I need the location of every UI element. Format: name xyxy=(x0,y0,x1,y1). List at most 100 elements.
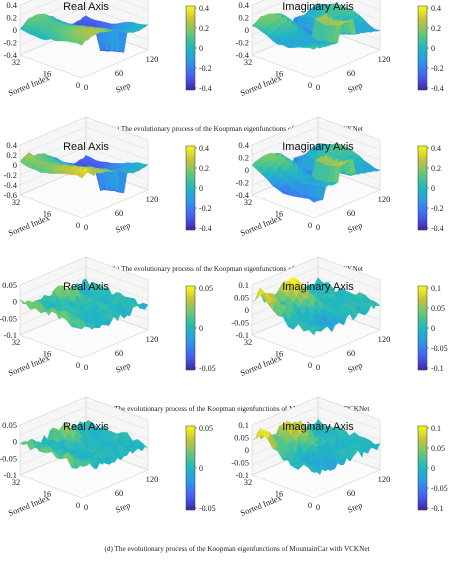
x-tick-label: 120 xyxy=(146,474,159,484)
grid-line xyxy=(19,406,87,436)
z-tick-label: 0.2 xyxy=(238,153,249,163)
z-tick-label: 0.1 xyxy=(238,420,249,430)
colorbar xyxy=(417,5,428,91)
y-tick-label: 0 xyxy=(308,360,312,370)
z-tick-label: 0.1 xyxy=(238,280,249,290)
colorbar-tick-label: 0.2 xyxy=(199,24,209,33)
z-tick-label: 0.4 xyxy=(6,140,17,150)
x-tick-label: 60 xyxy=(115,488,124,498)
plot-title: Real Axis xyxy=(63,421,109,433)
x-tick-label: 0 xyxy=(316,362,320,372)
surface-plot xyxy=(19,0,197,91)
grid-line xyxy=(317,416,381,441)
grid-line xyxy=(19,266,87,296)
z-tick-label: -0.4 xyxy=(236,190,250,200)
colorbar xyxy=(417,285,428,371)
grid-line xyxy=(251,266,319,296)
colorbar-tick-label: -0.05 xyxy=(431,344,448,353)
x-axis-label: Step xyxy=(346,360,364,375)
y-tick-label: 16 xyxy=(43,489,52,499)
colorbar-tick-label: -0.05 xyxy=(431,484,448,493)
x-tick-label: 60 xyxy=(115,208,124,218)
grid-line xyxy=(317,406,381,431)
colorbar-tick-label: 0 xyxy=(431,464,435,473)
x-tick-label: 120 xyxy=(146,334,159,344)
z-tick-label: -0.05 xyxy=(231,458,249,468)
y-axis-label: Sorted Index xyxy=(239,352,284,378)
y-tick-label: 0 xyxy=(76,80,80,90)
x-tick-label: 120 xyxy=(378,194,391,204)
surface-plot xyxy=(251,396,429,511)
x-tick-label: 0 xyxy=(84,82,88,92)
y-tick-label: 16 xyxy=(275,349,284,359)
grid-line xyxy=(251,126,319,156)
colorbar xyxy=(417,425,428,511)
colorbar-tick-label: 0.2 xyxy=(431,24,441,33)
y-tick-label: 0 xyxy=(308,220,312,230)
colorbar-tick-label: 0.2 xyxy=(199,164,209,173)
y-tick-label: 32 xyxy=(244,337,253,347)
y-axis-label: Sorted Index xyxy=(239,492,284,518)
x-axis-label: Step xyxy=(114,360,132,375)
surface-plot xyxy=(251,0,429,91)
panel-caption: (b) The evolutionary process of the Koop… xyxy=(111,265,363,273)
x-axis-label: Step xyxy=(346,220,364,235)
colorbar-tick-label: -0.2 xyxy=(431,204,444,213)
x-tick-label: 0 xyxy=(316,82,320,92)
grid-line xyxy=(317,126,381,151)
panel-caption: (a) The evolutionary process of the Koop… xyxy=(111,125,363,133)
z-tick-label: -0.05 xyxy=(0,313,17,323)
y-tick-label: 32 xyxy=(12,477,21,487)
colorbar-tick-label: 0.4 xyxy=(431,4,441,13)
z-tick-label: -0.2 xyxy=(4,170,17,180)
surface-patch xyxy=(371,28,381,32)
colorbar-tick-label: 0.4 xyxy=(199,144,209,153)
grid-line xyxy=(317,266,381,291)
colorbar-tick-label: 0 xyxy=(199,464,203,473)
y-axis-label: Sorted Index xyxy=(7,492,52,518)
z-tick-label: 0 xyxy=(13,160,17,170)
surface-plot xyxy=(19,256,197,371)
y-tick-label: 32 xyxy=(12,57,21,67)
grid-line xyxy=(325,0,381,21)
x-tick-label: 60 xyxy=(347,68,356,78)
colorbar xyxy=(417,145,428,231)
colorbar-tick-label: -0.2 xyxy=(199,204,212,213)
colorbar-tick-label: -0.2 xyxy=(199,64,212,73)
colorbar-tick-label: -0.4 xyxy=(199,224,212,233)
y-tick-label: 32 xyxy=(244,197,253,207)
x-tick-label: 0 xyxy=(316,502,320,512)
z-tick-label: 0.05 xyxy=(234,433,249,443)
z-tick-label: -0.2 xyxy=(4,38,17,48)
colorbar-tick-label: 0 xyxy=(431,184,435,193)
plot-title: Imaginary Axis xyxy=(282,421,354,433)
colorbar-tick-label: 0.05 xyxy=(199,424,213,433)
plot-title: Imaginary Axis xyxy=(282,1,354,13)
colorbar-tick-label: 0 xyxy=(199,44,203,53)
x-tick-label: 0 xyxy=(84,502,88,512)
y-tick-label: 32 xyxy=(244,477,253,487)
grid-line xyxy=(85,276,149,301)
z-tick-label: 0 xyxy=(245,305,249,315)
z-tick-label: -0.4 xyxy=(4,50,18,60)
colorbar-tick-label: -0.05 xyxy=(199,364,216,373)
plot-title: Imaginary Axis xyxy=(282,281,354,293)
z-tick-label: 0.05 xyxy=(2,280,17,290)
z-tick-label: -0.2 xyxy=(236,178,249,188)
colorbar-tick-label: -0.4 xyxy=(431,224,444,233)
z-tick-label: 0 xyxy=(13,297,17,307)
colorbar-tick-label: -0.4 xyxy=(199,84,212,93)
colorbar-tick-label: 0 xyxy=(199,184,203,193)
x-tick-label: 0 xyxy=(316,222,320,232)
surface-plot xyxy=(19,116,197,231)
colorbar-tick-label: 0.1 xyxy=(431,284,441,293)
z-tick-label: 0.2 xyxy=(6,150,17,160)
plot-title: Real Axis xyxy=(63,1,109,13)
plot-title: Imaginary Axis xyxy=(282,141,354,153)
grid-line xyxy=(85,416,149,441)
surface-patch xyxy=(371,299,381,307)
y-tick-label: 0 xyxy=(76,360,80,370)
surface-plot xyxy=(251,116,429,231)
x-axis-label: Step xyxy=(114,220,132,235)
z-tick-label: 0 xyxy=(13,437,17,447)
